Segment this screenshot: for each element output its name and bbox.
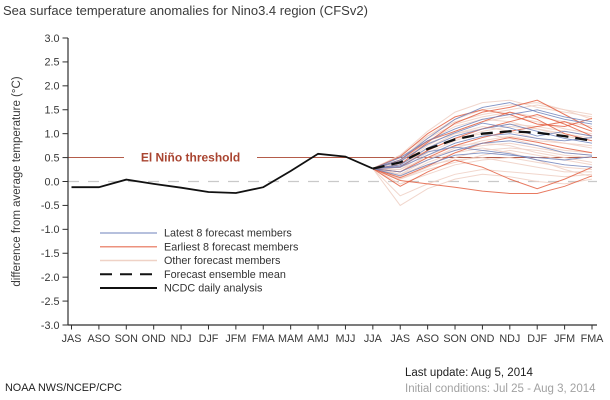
legend-label-mean: Forecast ensemble mean xyxy=(164,269,286,281)
chart-title: Sea surface temperature anomalies for Ni… xyxy=(3,3,368,18)
forecast-member-line-other xyxy=(372,135,593,175)
forecast-member-line-latest xyxy=(372,140,593,173)
forecast-member-line-other xyxy=(372,157,592,175)
observed-polyline xyxy=(71,152,374,194)
x-axis: JAS ASO SON OND NDJ DJF JFM FMA MAM AMJ MJJ JJA JAS A… xyxy=(62,324,605,345)
forecast-member-line-earliest xyxy=(372,121,593,173)
legend-label-other: Other forecast members xyxy=(164,255,281,267)
y-tick-label: -1.0 xyxy=(41,224,60,236)
source-attribution: NOAA NWS/NCEP/CPC xyxy=(5,382,122,394)
x-tick-label: ASO xyxy=(416,333,439,345)
forecast-member-line-other xyxy=(372,168,593,207)
forecast-member-line-latest xyxy=(372,109,593,170)
x-tick-label: FMA xyxy=(581,333,605,345)
x-tick-label: JJA xyxy=(364,333,383,345)
x-tick-label: JAS xyxy=(390,333,410,345)
forecast-member-line-other xyxy=(372,125,593,170)
forecast-member-line-earliest xyxy=(372,111,593,170)
forecast-member-line-other xyxy=(372,111,593,170)
y-tick-label: -3.0 xyxy=(41,320,60,332)
el-nino-threshold-line: El Niño threshold xyxy=(68,151,597,165)
x-tick-label: AMJ xyxy=(307,333,329,345)
y-tick-label: 1.5 xyxy=(44,105,59,117)
x-tick-label: NDJ xyxy=(499,333,520,345)
y-tick-label: 3.0 xyxy=(44,33,59,45)
x-tick-label: NDJ xyxy=(171,333,192,345)
y-axis: 3.0 2.5 2.0 1.5 1.0 0.5 0.0 -0.5 -1.0 -1.5 -2.0 -2.… xyxy=(41,33,69,332)
forecast-member-line-latest xyxy=(372,122,593,170)
y-tick-label: 0.5 xyxy=(44,152,59,164)
y-tick-label: 0.0 xyxy=(44,176,59,188)
forecast-member-line-earliest xyxy=(372,109,593,170)
forecast-member-line-other xyxy=(372,125,593,171)
forecast-member-lines xyxy=(372,99,593,207)
x-tick-label: OND xyxy=(470,333,494,345)
legend-label-latest: Latest 8 forecast members xyxy=(164,228,292,240)
forecast-member-line-other xyxy=(372,142,593,171)
x-tick-label: DJF xyxy=(199,333,219,345)
ensemble-mean-polyline xyxy=(372,130,593,170)
last-update-text: Last update: Aug 5, 2014 xyxy=(405,367,533,379)
x-tick-label: JFM xyxy=(554,333,575,345)
forecast-member-line-latest xyxy=(372,133,593,170)
legend-label-observed: NCDC daily analysis xyxy=(164,283,263,295)
forecast-member-line-other xyxy=(372,149,593,180)
forecast-member-line-other xyxy=(372,157,593,185)
x-tick-label: JAS xyxy=(62,333,82,345)
y-tick-label: -1.5 xyxy=(41,248,60,260)
legend-label-earliest: Earliest 8 forecast members xyxy=(164,241,299,253)
forecast-member-line-other xyxy=(372,99,593,170)
x-tick-label: ASO xyxy=(87,333,110,345)
x-tick-label: MJJ xyxy=(336,333,356,345)
x-tick-label: JFM xyxy=(225,333,246,345)
threshold-label: El Niño threshold xyxy=(141,151,240,165)
y-tick-label: 1.0 xyxy=(44,128,59,140)
ensemble-mean-line xyxy=(372,130,593,170)
forecast-member-line-latest xyxy=(372,123,593,170)
initial-conditions-text: Initial conditions: Jul 25 - Aug 3, 2014 xyxy=(405,383,596,395)
forecast-member-line-other xyxy=(372,168,593,197)
y-tick-label: 2.0 xyxy=(44,81,59,93)
y-axis-title: difference from average temperature (°C) xyxy=(11,76,23,286)
forecast-member-line-latest xyxy=(372,146,593,170)
x-tick-label: OND xyxy=(142,333,166,345)
x-tick-label: FMA xyxy=(252,333,276,345)
y-tick-label: -2.5 xyxy=(41,296,60,308)
forecast-member-line-latest xyxy=(372,152,593,177)
x-tick-label: SON xyxy=(443,333,466,345)
x-tick-label: DJF xyxy=(527,333,547,345)
forecast-member-line-earliest xyxy=(372,159,593,190)
x-tick-label: SON xyxy=(115,333,138,345)
observed-analysis-line xyxy=(71,152,374,194)
y-tick-label: -0.5 xyxy=(41,200,60,212)
y-tick-label: -2.0 xyxy=(41,272,60,284)
x-tick-label: MAM xyxy=(278,333,303,345)
y-tick-label: 2.5 xyxy=(44,57,59,69)
forecast-member-line-latest xyxy=(372,102,593,170)
